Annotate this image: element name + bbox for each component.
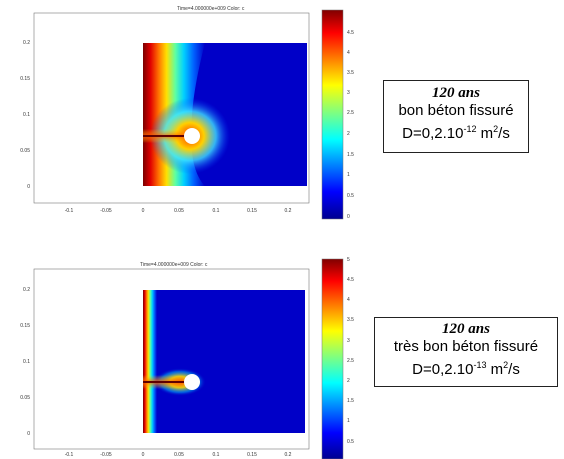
colorbar-tick: 1: [347, 418, 350, 424]
figure-1: Time=4.000000e+009 Color: c 0.2 0.15 0.1…: [20, 6, 354, 220]
figure-2-colorbar-ticks: 5 4.5 4 3.5 3 2.5 2 1.5 1 0.5: [347, 257, 354, 445]
x-tick: 0.05: [174, 208, 184, 214]
colorbar-tick: 2: [347, 131, 350, 137]
y-tick: 0: [27, 184, 30, 190]
figure-2: Time=4.000000e+009 Color: c 0.2 0.15 0.1…: [20, 257, 354, 459]
x-tick: 0.2: [285, 452, 292, 458]
figure-2-x-ticks: -0.1 -0.05 0 0.05 0.1 0.15 0.2: [65, 452, 292, 458]
y-tick: 0.2: [23, 40, 30, 46]
y-tick: 0: [27, 431, 30, 437]
x-tick: 0.1: [213, 452, 220, 458]
caption-title: 120 ans: [442, 321, 490, 337]
x-tick: 0: [142, 452, 145, 458]
x-tick: 0.1: [213, 208, 220, 214]
x-tick: -0.05: [100, 452, 112, 458]
figure-2-colorbar: [321, 258, 344, 459]
colorbar-tick: 3.5: [347, 317, 354, 323]
colorbar-tick: 1.5: [347, 398, 354, 404]
caption-title: 120 ans: [432, 85, 480, 101]
figure-2-field: [143, 290, 305, 433]
x-tick: -0.1: [65, 452, 74, 458]
colorbar-tick: 4: [347, 50, 350, 56]
figure-1-colorbar-ticks: 4.5 4 3.5 3 2.5 2 1.5 1 0.5 0: [347, 30, 354, 220]
x-tick: 0.15: [247, 208, 257, 214]
colorbar-tick: 5: [347, 257, 350, 263]
x-tick: 0.15: [247, 452, 257, 458]
figure-2-caption-box: 120 ans très bon béton fissuré D=0,2.10-…: [374, 317, 558, 387]
colorbar-tick: 1: [347, 172, 350, 178]
caption-line: bon béton fissuré: [398, 102, 514, 119]
y-tick: 0.15: [20, 323, 30, 329]
figure-1-rebar-hole: [184, 128, 200, 144]
colorbar-tick: 1.5: [347, 152, 354, 158]
caption-formula: D=0,2.10-13 m2/s: [412, 360, 520, 378]
figure-1-colorbar: [321, 9, 344, 220]
caption-formula: D=0,2.10-12 m2/s: [402, 124, 510, 142]
colorbar-tick: 2.5: [347, 358, 354, 364]
figure-1-header: Time=4.000000e+009 Color: c: [177, 6, 245, 12]
colorbar-tick: 0: [347, 214, 350, 220]
figure-1-caption-box: 120 ans bon béton fissuré D=0,2.10-12 m2…: [383, 80, 529, 153]
colorbar-tick: 2.5: [347, 110, 354, 116]
y-tick: 0.2: [23, 287, 30, 293]
x-tick: -0.05: [100, 208, 112, 214]
figure-1-y-ticks: 0.2 0.15 0.1 0.05 0: [20, 40, 30, 190]
figure-2-y-ticks: 0.2 0.15 0.1 0.05 0: [20, 287, 30, 437]
colorbar-tick: 4.5: [347, 30, 354, 36]
figure-2-front: [143, 290, 157, 433]
colorbar-tick: 4.5: [347, 277, 354, 283]
colorbar-tick: 2: [347, 378, 350, 384]
y-tick: 0.05: [20, 395, 30, 401]
colorbar-tick: 3: [347, 90, 350, 96]
colorbar-tick: 3.5: [347, 70, 354, 76]
colorbar-tick: 3: [347, 338, 350, 344]
x-tick: 0.05: [174, 452, 184, 458]
y-tick: 0.1: [23, 112, 30, 118]
x-tick: 0: [142, 208, 145, 214]
colorbar-tick: 0.5: [347, 193, 354, 199]
figure-2-rebar-hole: [184, 374, 200, 390]
y-tick: 0.15: [20, 76, 30, 82]
colorbar-tick: 0.5: [347, 439, 354, 445]
colorbar-tick: 4: [347, 297, 350, 303]
y-tick: 0.1: [23, 359, 30, 365]
x-tick: -0.1: [65, 208, 74, 214]
figure-1-x-ticks: -0.1 -0.05 0 0.05 0.1 0.15 0.2: [65, 208, 292, 214]
figure-2-header: Time=4.000000e+009 Color: c: [140, 262, 208, 268]
x-tick: 0.2: [285, 208, 292, 214]
caption-line: très bon béton fissuré: [393, 338, 539, 355]
y-tick: 0.05: [20, 148, 30, 154]
